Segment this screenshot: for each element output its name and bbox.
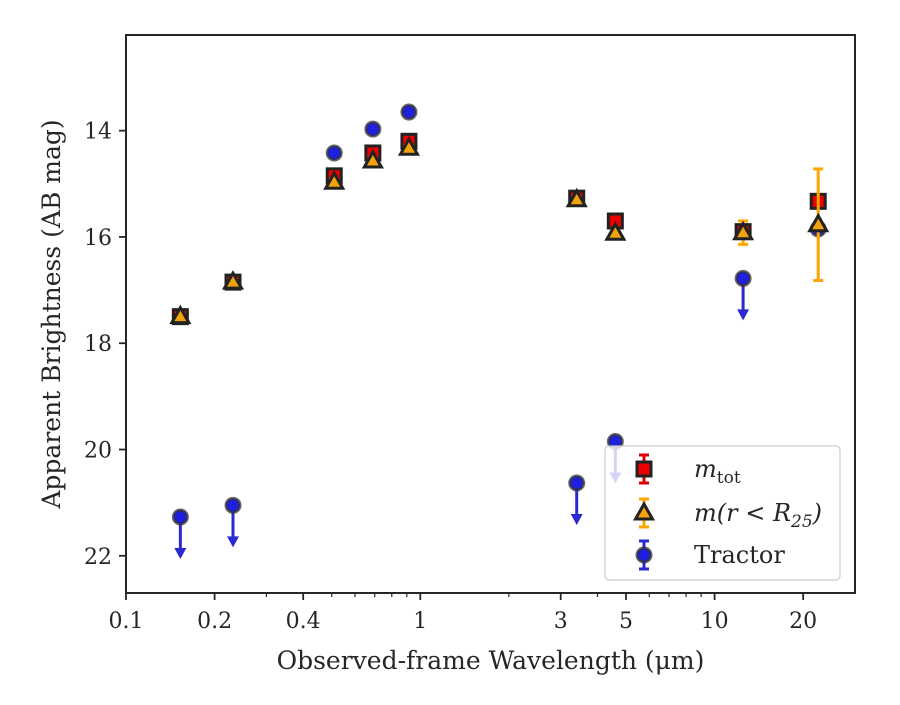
legend-label: mtot	[694, 455, 741, 488]
x-axis-title: Observed-frame Wavelength (μm)	[277, 646, 705, 675]
legend-label: Tractor	[694, 541, 785, 569]
data-point	[400, 103, 418, 121]
y-tick-label: 22	[84, 545, 112, 570]
y-tick-label: 16	[84, 226, 112, 251]
data-point	[325, 144, 343, 162]
x-axis-ticks: 0.1 0.2 0.4 1 3 5 10 20	[109, 593, 817, 634]
x-tick-label: 0.2	[197, 609, 232, 634]
legend-square-marker	[635, 460, 653, 478]
series-triangle	[169, 136, 830, 325]
x-tick-label: 5	[619, 609, 633, 634]
data-point	[364, 120, 382, 138]
data-point	[565, 187, 588, 208]
y-axis-title: Apparent Brightness (AB mag)	[37, 119, 66, 509]
triangle-marker	[604, 221, 627, 241]
data-point	[361, 148, 384, 169]
data-point	[171, 508, 189, 560]
circle-marker	[364, 120, 382, 138]
legend-entry: mtot	[635, 453, 741, 488]
circle-marker	[171, 508, 189, 526]
legend-triangle-marker	[632, 500, 656, 521]
x-tick-label: 3	[554, 609, 568, 634]
data-point	[568, 474, 586, 525]
x-tick-label: 0.4	[286, 609, 321, 634]
upper-limit-arrow-head	[227, 536, 240, 548]
y-tick-label: 14	[84, 120, 112, 145]
data-point	[734, 269, 752, 321]
series-circle	[171, 103, 827, 560]
triangle-marker	[221, 270, 245, 290]
x-tick-label: 1	[413, 609, 427, 634]
circle-marker	[224, 496, 242, 514]
plot-frame	[125, 34, 856, 594]
upper-limit-arrow-head	[570, 513, 583, 525]
data-point	[606, 212, 624, 230]
triangle-marker	[361, 148, 384, 169]
circle-marker	[568, 474, 586, 492]
circle-marker	[325, 144, 343, 162]
data-point	[732, 219, 755, 246]
data-point	[224, 496, 242, 548]
upper-limit-arrow-head	[174, 548, 187, 560]
x-tick-label: 0.1	[109, 609, 144, 634]
triangle-marker	[732, 220, 755, 241]
y-tick-label: 18	[84, 332, 112, 357]
triangle-marker	[807, 212, 830, 233]
upper-limit-arrow-head	[737, 309, 750, 321]
circle-marker	[734, 269, 752, 287]
legend-entry: Tractor	[635, 539, 785, 571]
data-point	[604, 221, 627, 241]
y-axis-ticks: 14 16 18 20 22	[84, 120, 126, 570]
x-tick-label: 10	[701, 609, 729, 634]
data-point	[397, 136, 421, 156]
data-point	[323, 170, 346, 190]
data-point	[169, 304, 192, 325]
legend-entry: m(r < R25)	[632, 497, 822, 532]
data-point	[807, 167, 830, 283]
triangle-marker	[169, 304, 192, 325]
triangle-marker	[565, 187, 588, 208]
legend-label: m(r < R25)	[694, 499, 822, 532]
circle-marker	[400, 103, 418, 121]
data-point	[221, 270, 245, 290]
data-marks	[169, 103, 830, 560]
x-tick-label: 20	[789, 609, 817, 634]
y-tick-label: 20	[84, 439, 112, 464]
legend: mtot m(r < R25) Tractor	[604, 445, 841, 581]
triangle-marker	[397, 136, 421, 156]
legend-circle-marker	[635, 546, 653, 564]
legend-frame	[604, 445, 841, 581]
triangle-marker	[323, 170, 346, 190]
